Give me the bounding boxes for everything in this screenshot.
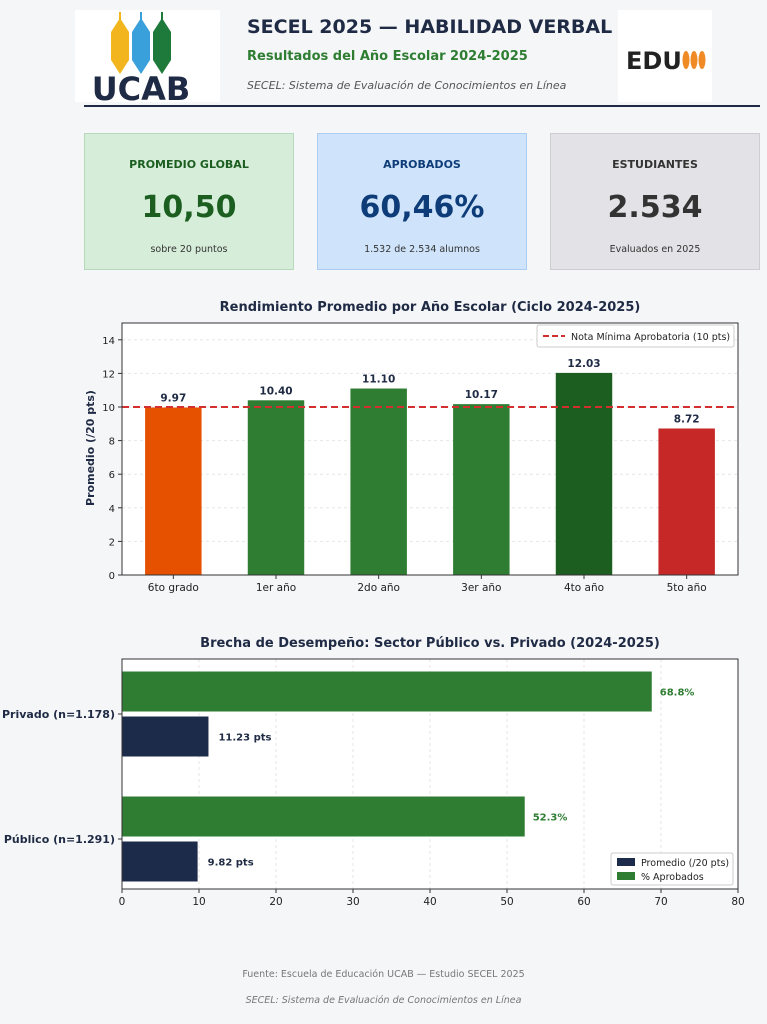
kpi-label: PROMEDIO GLOBAL <box>129 158 249 171</box>
x-tick-label: 6to grado <box>148 582 199 594</box>
chart-title: Rendimiento Promedio por Año Escolar (Ci… <box>220 300 641 315</box>
x-tick-label: 70 <box>654 896 667 908</box>
bar <box>350 388 407 575</box>
y-tick-label: 2 <box>109 537 115 548</box>
kpi-subtext: sobre 20 puntos <box>150 244 228 255</box>
plot-frame <box>121 322 739 576</box>
page-title: SECEL 2025 — HABILIDAD VERBAL <box>247 16 613 38</box>
x-tick-label: 10 <box>192 896 205 908</box>
chart-legend: Nota Mínima Aprobatoria (10 pts) <box>536 324 735 348</box>
y-tick-label: Privado (n=1.178) <box>2 708 115 721</box>
x-tick-label: 20 <box>269 896 282 908</box>
bar <box>247 400 305 575</box>
header-divider <box>84 105 760 107</box>
data-label: 9.97 <box>160 393 186 405</box>
data-label: 52.3% <box>533 813 568 824</box>
kpi-card-approved: APROBADOS 60,46% 1.532 de 2.534 alumnos <box>317 133 527 270</box>
ucab-logo-text: UCAB <box>92 70 191 102</box>
bar-approved <box>122 796 525 837</box>
bar-average <box>122 841 198 882</box>
y-tick-label: 10 <box>102 403 115 414</box>
bar <box>555 372 613 575</box>
x-tick-label: 30 <box>346 896 359 908</box>
chart-legend: Promedio (/20 pts) % Aprobados <box>610 852 734 886</box>
edu-logo-text: EDU <box>626 47 682 75</box>
kpi-value: 10,50 <box>141 190 237 225</box>
y-tick-label: 4 <box>109 504 115 515</box>
bar <box>145 407 202 575</box>
kpi-subtext: Evaluados en 2025 <box>609 244 701 255</box>
kpi-value: 60,46% <box>359 190 485 225</box>
edu-logo: EDU <box>618 10 712 102</box>
bar-average <box>122 716 209 757</box>
ucab-logo: UCAB <box>75 10 220 108</box>
grade-average-bar-chart: Rendimiento Promedio por Año Escolar (Ci… <box>84 300 739 594</box>
bar <box>453 404 510 575</box>
bar <box>658 428 715 575</box>
bar-approved <box>122 671 652 712</box>
x-tick-label: 0 <box>119 896 126 908</box>
data-label: 68.8% <box>660 688 695 699</box>
y-tick-label: 14 <box>102 336 115 347</box>
x-tick-label: 1er año <box>256 582 296 594</box>
data-label: 12.03 <box>567 358 600 370</box>
x-tick-label: 60 <box>577 896 590 908</box>
legend-label: Promedio (/20 pts) <box>641 858 729 869</box>
y-tick-label: 8 <box>109 437 115 448</box>
x-tick-label: 80 <box>731 896 744 908</box>
y-tick-label: 6 <box>109 470 115 481</box>
chart-title: Brecha de Desempeño: Sector Público vs. … <box>200 636 660 651</box>
kpi-value: 2.534 <box>607 190 703 225</box>
kpi-label: ESTUDIANTES <box>612 158 698 171</box>
footer-tagline: SECEL: Sistema de Evaluación de Conocimi… <box>245 995 522 1006</box>
sector-gap-bar-chart: Brecha de Desempeño: Sector Público vs. … <box>2 636 745 908</box>
page-subtitle: Resultados del Año Escolar 2024-2025 <box>247 49 528 64</box>
legend-label: Nota Mínima Aprobatoria (10 pts) <box>571 332 730 343</box>
ucab-logo-mark <box>111 12 171 74</box>
edu-logo-mark <box>682 51 706 69</box>
y-axis-label: Promedio (/20 pts) <box>84 390 97 506</box>
legend-label: % Aprobados <box>641 872 704 883</box>
data-label: 11.10 <box>362 374 395 386</box>
kpi-label: APROBADOS <box>383 158 461 171</box>
x-tick-label: 3er año <box>461 582 501 594</box>
kpi-card-average: PROMEDIO GLOBAL 10,50 sobre 20 puntos <box>84 133 294 270</box>
data-label: 9.82 pts <box>208 858 254 869</box>
plot-frame <box>121 658 739 890</box>
kpi-card-students: ESTUDIANTES 2.534 Evaluados en 2025 <box>550 133 760 270</box>
x-tick-label: 40 <box>423 896 436 908</box>
plot-area <box>122 323 738 575</box>
page-tagline: SECEL: Sistema de Evaluación de Conocimi… <box>247 79 567 92</box>
x-tick-label: 50 <box>500 896 513 908</box>
y-tick-label: 0 <box>109 571 115 582</box>
y-tick-label: 12 <box>102 369 115 380</box>
x-tick-label: 5to año <box>667 582 707 594</box>
footer-source: Fuente: Escuela de Educación UCAB — Estu… <box>242 969 525 980</box>
data-label: 11.23 pts <box>218 733 271 744</box>
x-tick-label: 4to año <box>564 582 604 594</box>
x-tick-label: 2do año <box>357 582 400 594</box>
kpi-subtext: 1.532 de 2.534 alumnos <box>364 244 480 255</box>
y-tick-label: Público (n=1.291) <box>4 833 115 846</box>
data-label: 8.72 <box>674 414 700 426</box>
data-label: 10.40 <box>259 385 292 397</box>
data-label: 10.17 <box>465 389 498 401</box>
